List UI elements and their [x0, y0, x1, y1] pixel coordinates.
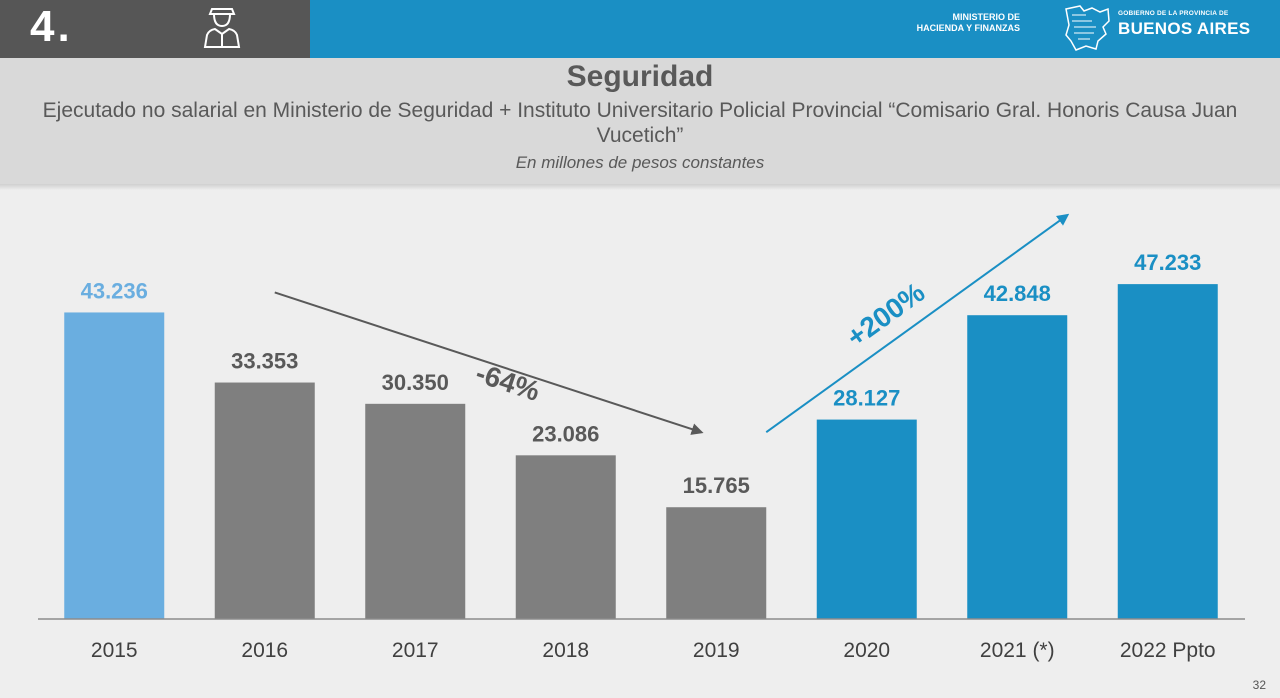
province-logo: GOBIERNO DE LA PROVINCIA DE BUENOS AIRES: [1118, 10, 1251, 38]
chart-title: Seguridad: [566, 60, 714, 93]
trend-label: -64%: [472, 357, 544, 407]
category-label: 2015: [91, 639, 138, 662]
buenos-aires-province-map-icon: [1065, 5, 1110, 51]
bar-2021: [967, 315, 1068, 619]
page-number: 32: [1252, 678, 1266, 692]
value-label: 33.353: [231, 349, 298, 374]
value-label: 47.233: [1134, 250, 1201, 275]
header-bar: 4. MINISTERIO DE HACIENDA Y FINANZAS GOB…: [0, 0, 1280, 58]
value-label: 15.765: [683, 473, 750, 498]
title-band: Seguridad Ejecutado no salarial en Minis…: [0, 58, 1280, 190]
bar-2016: [214, 382, 315, 619]
bar-2018: [515, 455, 616, 619]
chart-unit: En millones de pesos constantes: [515, 153, 765, 172]
trend-arrow: [765, 213, 1070, 434]
value-label: 30.350: [382, 370, 449, 395]
category-label: 2021 (*): [980, 639, 1055, 662]
trend-arrow: [274, 291, 704, 435]
bar-2015: [64, 312, 165, 619]
chart-subtitle: Ejecutado no salarial en Ministerio de S…: [42, 99, 1238, 147]
logo-small-text: GOBIERNO DE LA PROVINCIA DE: [1118, 10, 1229, 17]
trend-label: +200%: [841, 276, 931, 353]
category-label: 2017: [392, 639, 439, 662]
section-tab: [0, 0, 310, 58]
value-label: 43.236: [81, 278, 148, 303]
value-label: 28.127: [833, 386, 900, 411]
category-label: 2018: [542, 639, 589, 662]
value-label: 42.848: [984, 281, 1051, 306]
category-label: 2016: [241, 639, 288, 662]
bar-2019: [666, 507, 767, 619]
bar-2017: [365, 403, 466, 619]
value-label: 23.086: [532, 421, 599, 446]
section-number: 4.: [30, 2, 73, 51]
category-label: 2022 Ppto: [1120, 639, 1216, 662]
bar-2020: [816, 419, 917, 619]
category-label: 2020: [843, 639, 890, 662]
bar-2022: [1117, 284, 1218, 619]
category-label: 2019: [693, 639, 740, 662]
ministry-label: MINISTERIO DE HACIENDA Y FINANZAS: [916, 12, 1020, 33]
police-officer-icon: [203, 8, 241, 48]
logo-big-text: BUENOS AIRES: [1118, 18, 1251, 38]
